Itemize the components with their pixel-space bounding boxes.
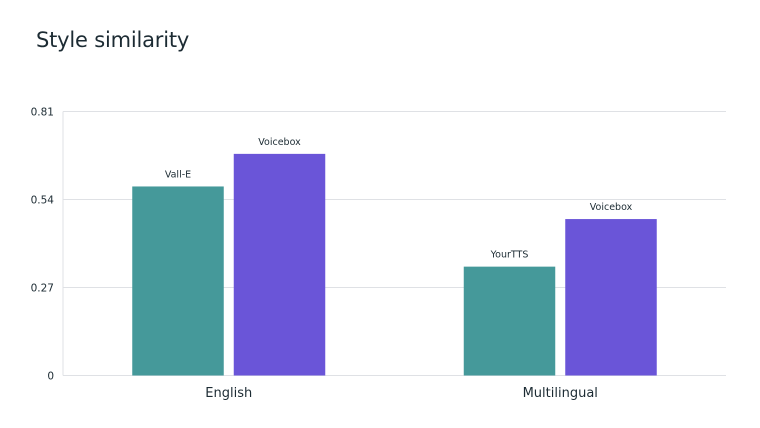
y-tick-label: 0.81 — [31, 107, 54, 119]
bar-voicebox — [233, 153, 326, 376]
bar-vall-e — [132, 186, 224, 376]
bar-yourtts — [463, 266, 556, 376]
y-tick-label: 0.54 — [31, 195, 55, 207]
y-tick-label: 0.27 — [31, 283, 54, 295]
x-category-label: Multilingual — [523, 386, 598, 401]
bar-label: Voicebox — [258, 137, 301, 148]
y-tick-label: 0 — [47, 371, 54, 383]
bar-label: Voicebox — [590, 202, 633, 213]
x-category-label: English — [205, 386, 252, 401]
chart-title: Style similarity — [36, 28, 190, 52]
bar-voicebox — [565, 219, 657, 376]
bar-label: YourTTS — [490, 250, 529, 261]
bar-label: Vall-E — [165, 169, 191, 180]
